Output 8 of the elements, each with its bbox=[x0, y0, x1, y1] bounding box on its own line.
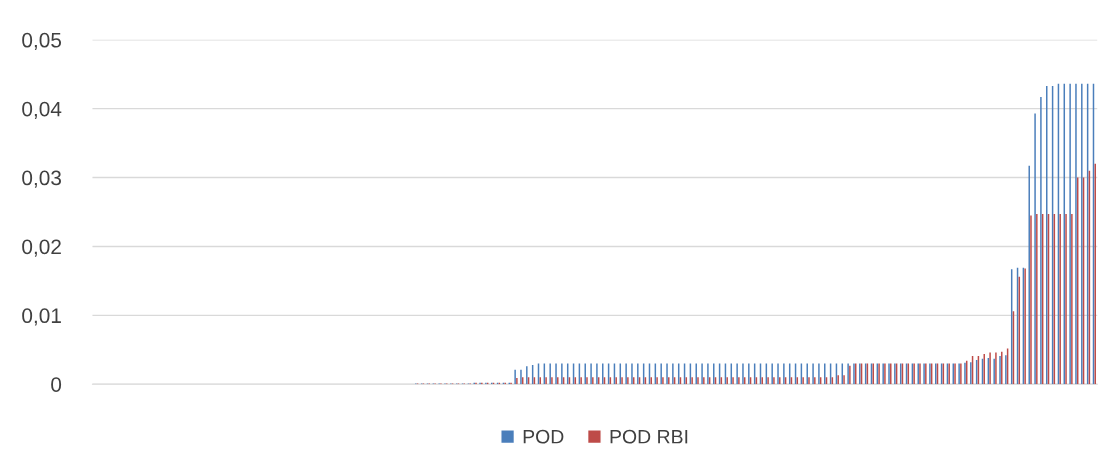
y-tick-label: 0,01 bbox=[22, 308, 61, 326]
y-tick-label: 0,04 bbox=[22, 101, 62, 119]
y-tick-label: 0 bbox=[51, 377, 62, 392]
y-tick-label: 0,05 bbox=[22, 32, 62, 50]
legend-label: POD RBI bbox=[610, 429, 688, 444]
y-tick-label: 0,03 bbox=[22, 170, 61, 188]
y-tick-label: 0,02 bbox=[22, 239, 61, 257]
legend-label: POD bbox=[523, 429, 564, 444]
